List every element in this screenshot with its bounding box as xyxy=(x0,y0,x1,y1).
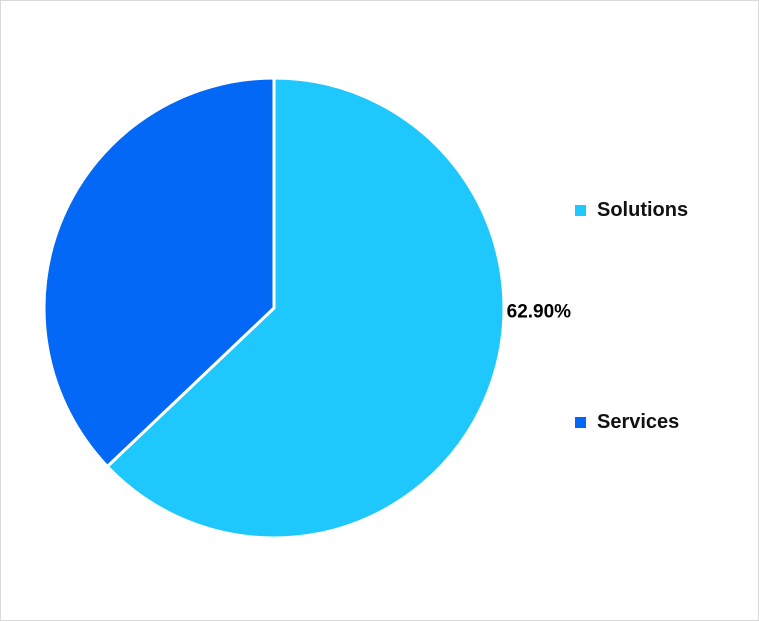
legend-label-solutions: Solutions xyxy=(597,198,689,221)
legend: Solutions Services xyxy=(575,196,745,436)
legend-swatch-solutions xyxy=(575,204,586,216)
legend-label-services: Services xyxy=(597,410,680,433)
pie-slice-solutions xyxy=(105,76,506,540)
data-label-solutions: 62.90% xyxy=(507,302,572,323)
legend-item-solutions: Solutions xyxy=(575,196,688,224)
pie-slice-services xyxy=(42,76,276,468)
legend-item-services: Services xyxy=(575,408,679,436)
legend-swatch-services xyxy=(575,416,586,428)
